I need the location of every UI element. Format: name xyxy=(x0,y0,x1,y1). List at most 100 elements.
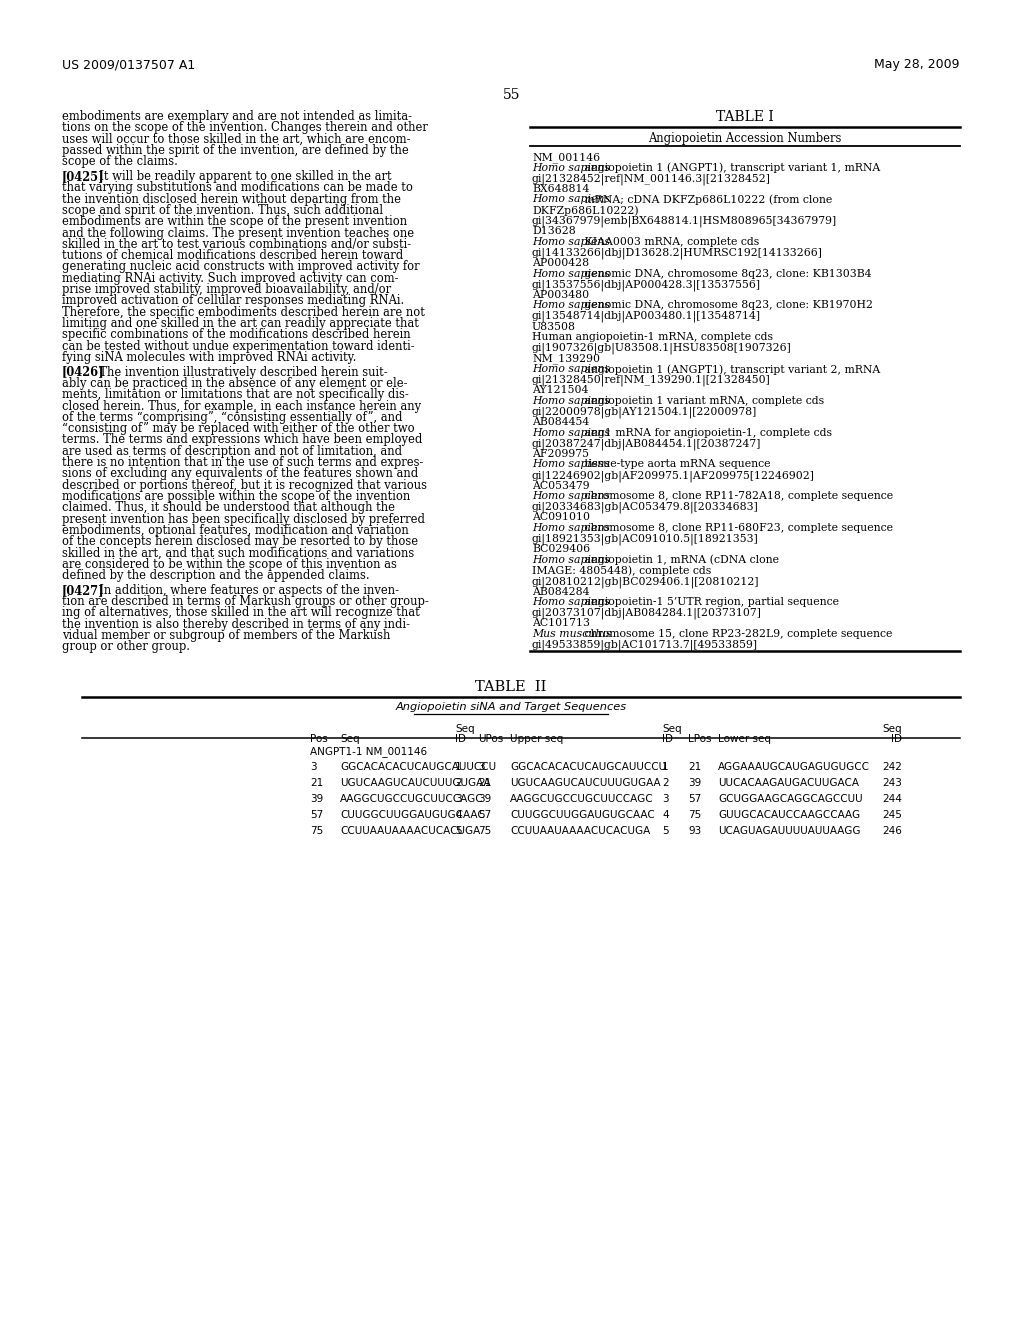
Text: UGUCAAGUCAUCUUUGUGAA: UGUCAAGUCAUCUUUGUGAA xyxy=(340,779,490,788)
Text: 39: 39 xyxy=(688,779,701,788)
Text: the invention is also thereby described in terms of any indi-: the invention is also thereby described … xyxy=(62,618,410,631)
Text: AC053479: AC053479 xyxy=(532,480,590,491)
Text: that varying substitutions and modifications can be made to: that varying substitutions and modificat… xyxy=(62,181,413,194)
Text: gi|20334683|gb|AC053479.8|[20334683]: gi|20334683|gb|AC053479.8|[20334683] xyxy=(532,502,759,513)
Text: ments, limitation or limitations that are not specifically dis-: ments, limitation or limitations that ar… xyxy=(62,388,409,401)
Text: defined by the description and the appended claims.: defined by the description and the appen… xyxy=(62,569,370,582)
Text: CCUUAAUAAAACUCACUGA: CCUUAAUAAAACUCACUGA xyxy=(510,826,650,836)
Text: ID: ID xyxy=(662,734,673,744)
Text: [0425]: [0425] xyxy=(62,170,104,183)
Text: uses will occur to those skilled in the art, which are encom-: uses will occur to those skilled in the … xyxy=(62,132,411,145)
Text: AB084284: AB084284 xyxy=(532,586,590,597)
Text: UCAGUAGAUUUUAUUAAGG: UCAGUAGAUUUUAUUAAGG xyxy=(718,826,860,836)
Text: angiopoietin 1 (ANGPT1), transcript variant 2, mRNA: angiopoietin 1 (ANGPT1), transcript vari… xyxy=(581,364,881,375)
Text: 3: 3 xyxy=(662,795,669,804)
Text: fying siNA molecules with improved RNAi activity.: fying siNA molecules with improved RNAi … xyxy=(62,351,356,364)
Text: 5: 5 xyxy=(455,826,462,836)
Text: gi|20373107|dbj|AB084284.1|[20373107]: gi|20373107|dbj|AB084284.1|[20373107] xyxy=(532,607,762,619)
Text: 75: 75 xyxy=(310,826,324,836)
Text: the invention disclosed herein without departing from the: the invention disclosed herein without d… xyxy=(62,193,401,206)
Text: Homo sapiens: Homo sapiens xyxy=(532,236,610,247)
Text: 3: 3 xyxy=(455,795,462,804)
Text: gi|13537556|dbj|AP000428.3|[13537556]: gi|13537556|dbj|AP000428.3|[13537556] xyxy=(532,280,761,290)
Text: UPos: UPos xyxy=(478,734,503,744)
Text: IMAGE: 4805448), complete cds: IMAGE: 4805448), complete cds xyxy=(532,565,712,576)
Text: embodiments are exemplary and are not intended as limita-: embodiments are exemplary and are not in… xyxy=(62,110,412,123)
Text: BX648814: BX648814 xyxy=(532,183,590,194)
Text: ANGPT1-1 NM_001146: ANGPT1-1 NM_001146 xyxy=(310,746,427,758)
Text: terms. The terms and expressions which have been employed: terms. The terms and expressions which h… xyxy=(62,433,422,446)
Text: sions of excluding any equivalents of the features shown and: sions of excluding any equivalents of th… xyxy=(62,467,418,480)
Text: chromosome 8, clone RP11-680F23, complete sequence: chromosome 8, clone RP11-680F23, complet… xyxy=(581,523,893,533)
Text: 5: 5 xyxy=(662,826,669,836)
Text: CUUGGCUUGGAUGUGCAAC: CUUGGCUUGGAUGUGCAAC xyxy=(510,810,654,820)
Text: 246: 246 xyxy=(882,826,902,836)
Text: closed herein. Thus, for example, in each instance herein any: closed herein. Thus, for example, in eac… xyxy=(62,400,421,413)
Text: GUUGCACAUCCAAGCCAAG: GUUGCACAUCCAAGCCAAG xyxy=(718,810,860,820)
Text: passed within the spirit of the invention, are defined by the: passed within the spirit of the inventio… xyxy=(62,144,409,157)
Text: angiopoietin 1 variant mRNA, complete cds: angiopoietin 1 variant mRNA, complete cd… xyxy=(581,396,824,405)
Text: tion are described in terms of Markush groups or other group-: tion are described in terms of Markush g… xyxy=(62,595,429,609)
Text: Homo sapiens: Homo sapiens xyxy=(532,396,610,405)
Text: gi|21328450|ref|NM_139290.1|[21328450]: gi|21328450|ref|NM_139290.1|[21328450] xyxy=(532,375,771,387)
Text: modifications are possible within the scope of the invention: modifications are possible within the sc… xyxy=(62,490,411,503)
Text: gi|18921353|gb|AC091010.5|[18921353]: gi|18921353|gb|AC091010.5|[18921353] xyxy=(532,533,759,545)
Text: gi|12246902|gb|AF209975.1|AF209975[12246902]: gi|12246902|gb|AF209975.1|AF209975[12246… xyxy=(532,470,815,482)
Text: AB084454: AB084454 xyxy=(532,417,589,426)
Text: The invention illustratively described herein suit-: The invention illustratively described h… xyxy=(92,366,388,379)
Text: UGUCAAGUCAUCUUUGUGAA: UGUCAAGUCAUCUUUGUGAA xyxy=(510,779,660,788)
Text: Homo sapiens: Homo sapiens xyxy=(532,268,610,279)
Text: Homo sapiens: Homo sapiens xyxy=(532,194,610,205)
Text: TABLE  II: TABLE II xyxy=(475,680,547,694)
Text: AF209975: AF209975 xyxy=(532,449,589,459)
Text: Homo sapiens: Homo sapiens xyxy=(532,491,610,502)
Text: 21: 21 xyxy=(310,779,324,788)
Text: UUCACAAGAUGACUUGACA: UUCACAAGAUGACUUGACA xyxy=(718,779,859,788)
Text: 57: 57 xyxy=(310,810,324,820)
Text: D13628: D13628 xyxy=(532,226,575,236)
Text: improved activation of cellular responses mediating RNAi.: improved activation of cellular response… xyxy=(62,294,404,308)
Text: ably can be practiced in the absence of any element or ele-: ably can be practiced in the absence of … xyxy=(62,378,408,389)
Text: genomic DNA, chromosome 8q23, clone: KB1303B4: genomic DNA, chromosome 8q23, clone: KB1… xyxy=(581,268,871,279)
Text: skilled in the art to test various combinations and/or substi-: skilled in the art to test various combi… xyxy=(62,238,411,251)
Text: GCUGGAAGCAGGCAGCCUU: GCUGGAAGCAGGCAGCCUU xyxy=(718,795,862,804)
Text: gi|49533859|gb|AC101713.7|[49533859]: gi|49533859|gb|AC101713.7|[49533859] xyxy=(532,640,758,651)
Text: embodiments, optional features, modification and variation: embodiments, optional features, modifica… xyxy=(62,524,409,537)
Text: NM_139290: NM_139290 xyxy=(532,354,600,364)
Text: It will be readily apparent to one skilled in the art: It will be readily apparent to one skill… xyxy=(92,170,392,183)
Text: KIAA0003 mRNA, complete cds: KIAA0003 mRNA, complete cds xyxy=(581,236,759,247)
Text: “consisting of” may be replaced with either of the other two: “consisting of” may be replaced with eit… xyxy=(62,422,415,436)
Text: limiting and one skilled in the art can readily appreciate that: limiting and one skilled in the art can … xyxy=(62,317,419,330)
Text: and the following claims. The present invention teaches one: and the following claims. The present in… xyxy=(62,227,414,239)
Text: 3: 3 xyxy=(478,762,484,772)
Text: Homo sapiens: Homo sapiens xyxy=(532,554,610,565)
Text: In addition, where features or aspects of the inven-: In addition, where features or aspects o… xyxy=(92,583,399,597)
Text: Homo sapiens: Homo sapiens xyxy=(532,459,610,470)
Text: 55: 55 xyxy=(503,88,521,102)
Text: of the terms “comprising”, “consisting essentially of”, and: of the terms “comprising”, “consisting e… xyxy=(62,411,402,424)
Text: genomic DNA, chromosome 8q23, clone: KB1970H2: genomic DNA, chromosome 8q23, clone: KB1… xyxy=(581,301,872,310)
Text: Homo sapiens: Homo sapiens xyxy=(532,523,610,533)
Text: described or portions thereof, but it is recognized that various: described or portions thereof, but it is… xyxy=(62,479,427,491)
Text: 57: 57 xyxy=(478,810,492,820)
Text: 243: 243 xyxy=(882,779,902,788)
Text: AAGGCUGCCUGCUUCCAGC: AAGGCUGCCUGCUUCCAGC xyxy=(340,795,483,804)
Text: ID: ID xyxy=(891,734,902,744)
Text: GGCACACACUCAUGCAUUCCU: GGCACACACUCAUGCAUUCCU xyxy=(340,762,496,772)
Text: prise improved stability, improved bioavailability, and/or: prise improved stability, improved bioav… xyxy=(62,282,391,296)
Text: Homo sapiens: Homo sapiens xyxy=(532,364,610,374)
Text: 39: 39 xyxy=(478,795,492,804)
Text: Seq: Seq xyxy=(662,725,682,734)
Text: 245: 245 xyxy=(882,810,902,820)
Text: chromosome 15, clone RP23-282L9, complete sequence: chromosome 15, clone RP23-282L9, complet… xyxy=(581,630,892,639)
Text: 242: 242 xyxy=(882,762,902,772)
Text: 244: 244 xyxy=(882,795,902,804)
Text: Homo sapiens: Homo sapiens xyxy=(532,162,610,173)
Text: Seq: Seq xyxy=(340,734,359,744)
Text: 75: 75 xyxy=(688,810,701,820)
Text: CCUUAAUAAAACUCACUGA: CCUUAAUAAAACUCACUGA xyxy=(340,826,480,836)
Text: generating nucleic acid constructs with improved activity for: generating nucleic acid constructs with … xyxy=(62,260,420,273)
Text: angiopoietin-1 5’UTR region, partial sequence: angiopoietin-1 5’UTR region, partial seq… xyxy=(581,597,839,607)
Text: 57: 57 xyxy=(688,795,701,804)
Text: 39: 39 xyxy=(310,795,324,804)
